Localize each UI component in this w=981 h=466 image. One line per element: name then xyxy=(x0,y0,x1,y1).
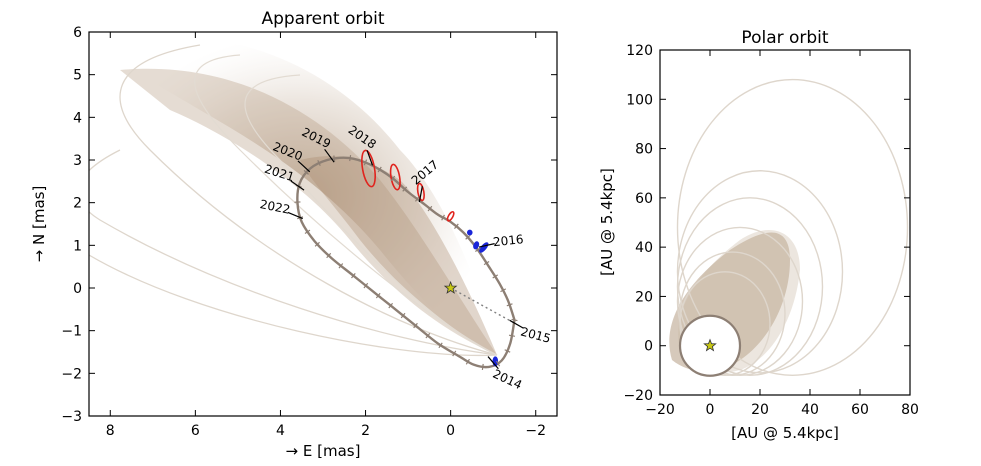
astrometry-red-ellipse xyxy=(446,211,455,222)
y-tick-label: 80 xyxy=(635,142,653,158)
x-tick-label: 80 xyxy=(901,402,919,418)
y-tick-label: 100 xyxy=(626,92,653,108)
epoch-label: 2016 xyxy=(492,232,524,249)
polar-orbit-plot-area xyxy=(669,80,907,376)
y-tick-label: 4 xyxy=(73,110,82,126)
orbit-tick xyxy=(482,364,483,370)
y-tick-label: 1 xyxy=(73,238,82,254)
x-tick-label: −2 xyxy=(525,423,546,439)
astrometry-blue-ellipse xyxy=(468,230,472,234)
y-tick-label: −20 xyxy=(623,388,653,404)
x-tick-label: 4 xyxy=(276,423,285,439)
apparent-orbit-title: Apparent orbit xyxy=(261,9,384,29)
x-tick-label: 40 xyxy=(801,402,819,418)
astrometry-blue-ellipse xyxy=(479,242,489,253)
x-tick-label: −20 xyxy=(645,402,675,418)
y-tick-label: 2 xyxy=(73,196,82,212)
x-tick-label: 60 xyxy=(851,402,869,418)
epoch-label: 2015 xyxy=(519,324,552,345)
polar-orbit-panel: Polar orbit −20 0 20 40 60 80 −20 0 20 40 60 80 100… xyxy=(598,28,919,442)
y-tick-label: 120 xyxy=(626,43,653,59)
polar-orbit-x-label: [AU @ 5.4kpc] xyxy=(731,424,839,442)
orbit-tick xyxy=(512,319,518,320)
polar-orbit-y-label: [AU @ 5.4kpc] xyxy=(598,168,616,276)
y-tick-label: −2 xyxy=(61,366,82,382)
x-tick-label: 8 xyxy=(106,423,115,439)
apparent-orbit-panel: Apparent orbit xyxy=(30,9,557,460)
polar-orbit-title: Polar orbit xyxy=(741,28,828,48)
x-tick-label: 6 xyxy=(191,423,200,439)
x-tick-label: 20 xyxy=(751,402,769,418)
apparent-orbit-x-label: → E [mas] xyxy=(286,442,361,460)
x-tick-label: 0 xyxy=(706,402,715,418)
y-tick-label: 3 xyxy=(73,153,82,169)
y-tick-label: 6 xyxy=(73,25,82,41)
epoch-label: 2022 xyxy=(259,197,292,217)
y-tick-label: −1 xyxy=(61,324,82,340)
epoch-label: 2014 xyxy=(491,367,525,393)
orbit-tick xyxy=(509,335,515,336)
y-tick-label: 0 xyxy=(644,339,653,355)
astrometry-blue-ellipse xyxy=(473,241,479,249)
x-tick-label: 0 xyxy=(446,423,455,439)
y-tick-label: 20 xyxy=(635,289,653,305)
y-tick-label: 60 xyxy=(635,191,653,207)
y-tick-label: 40 xyxy=(635,240,653,256)
y-tick-label: −3 xyxy=(61,409,82,425)
x-tick-label: 2 xyxy=(361,423,370,439)
y-tick-label: 0 xyxy=(73,281,82,297)
y-tick-label: 5 xyxy=(73,68,82,84)
apparent-orbit-y-label: → N [mas] xyxy=(30,186,48,263)
